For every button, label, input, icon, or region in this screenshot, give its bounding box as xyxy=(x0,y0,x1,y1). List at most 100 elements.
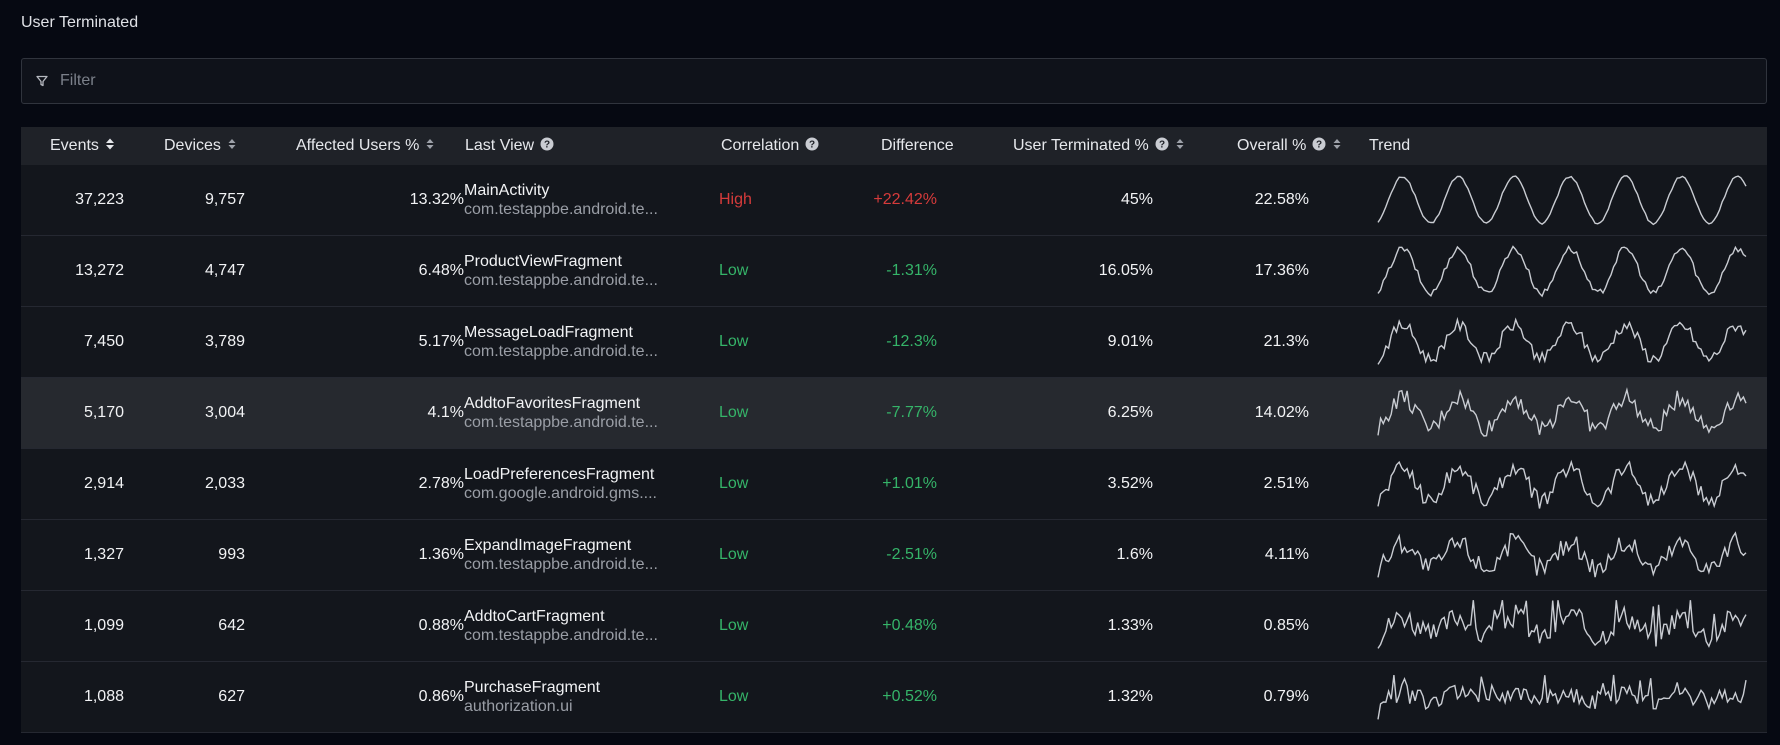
correlation-value: Low xyxy=(719,333,749,350)
header-events[interactable]: Events xyxy=(50,127,115,165)
difference-value: -7.77% xyxy=(886,404,937,421)
table-row[interactable]: 5,170 3,004 4.1% AddtoFavoritesFragment … xyxy=(21,378,1767,449)
header-trend-label: Trend xyxy=(1369,137,1411,154)
trend-line xyxy=(1377,531,1747,578)
help-icon[interactable]: ? xyxy=(805,137,819,156)
header-overall-label: Overall % xyxy=(1237,137,1307,154)
overall-value: 22.58% xyxy=(1254,191,1309,208)
svg-text:?: ? xyxy=(809,139,815,150)
correlation-value: Low xyxy=(719,475,749,492)
user-terminated-value: 6.25% xyxy=(1107,404,1153,421)
view-package: com.testappbe.android.te... xyxy=(464,414,658,431)
help-icon[interactable]: ? xyxy=(540,137,554,156)
header-affected-label: Affected Users % xyxy=(296,137,420,154)
table-row[interactable]: 1,088 627 0.86% PurchaseFragment authori… xyxy=(21,662,1767,733)
view-package: com.testappbe.android.te... xyxy=(464,201,658,218)
last-view-cell[interactable]: MainActivity com.testappbe.android.te... xyxy=(464,165,694,235)
affected-users-value: 0.88% xyxy=(418,617,464,634)
events-value: 1,099 xyxy=(83,617,124,634)
header-affected-users[interactable]: Affected Users % xyxy=(296,127,435,165)
view-package: com.testappbe.android.te... xyxy=(464,627,658,644)
svg-text:?: ? xyxy=(1159,139,1165,150)
difference-value: +0.48% xyxy=(882,617,937,634)
user-terminated-value: 9.01% xyxy=(1107,333,1153,350)
affected-users-value: 5.17% xyxy=(418,333,464,350)
table-row[interactable]: 1,099 642 0.88% AddtoCartFragment com.te… xyxy=(21,591,1767,662)
trend-sparkline xyxy=(1375,378,1755,448)
header-last-view-label: Last View xyxy=(465,137,535,154)
view-name: MainActivity xyxy=(464,182,550,199)
trend-line xyxy=(1377,244,1747,298)
header-user-terminated[interactable]: User Terminated % ? xyxy=(1013,127,1185,165)
devices-value: 642 xyxy=(218,617,245,634)
last-view-cell[interactable]: LoadPreferencesFragment com.google.andro… xyxy=(464,449,694,519)
overall-value: 4.11% xyxy=(1264,546,1309,563)
affected-users-value: 4.1% xyxy=(427,404,464,421)
overall-value: 17.36% xyxy=(1254,262,1309,279)
last-view-cell[interactable]: PurchaseFragment authorization.ui xyxy=(464,662,694,732)
devices-value: 3,789 xyxy=(204,333,245,350)
table-row[interactable]: 7,450 3,789 5.17% MessageLoadFragment co… xyxy=(21,307,1767,378)
view-name: PurchaseFragment xyxy=(464,679,601,696)
correlation-value: Low xyxy=(719,546,749,563)
header-overall[interactable]: Overall % ? xyxy=(1237,127,1342,165)
view-name: MessageLoadFragment xyxy=(464,324,633,341)
sort-icon[interactable] xyxy=(1332,137,1342,156)
trend-line xyxy=(1377,316,1747,365)
affected-users-value: 13.32% xyxy=(409,191,464,208)
view-package: authorization.ui xyxy=(464,698,573,715)
header-events-label: Events xyxy=(50,137,99,154)
correlation-value: High xyxy=(719,191,752,208)
difference-value: -1.31% xyxy=(886,262,937,279)
difference-value: +22.42% xyxy=(873,191,937,208)
events-table: Events Devices Affected Users % Last Vie… xyxy=(21,127,1767,733)
trend-sparkline xyxy=(1375,520,1755,590)
table-row[interactable]: 2,914 2,033 2.78% LoadPreferencesFragmen… xyxy=(21,449,1767,520)
view-name: LoadPreferencesFragment xyxy=(464,466,655,483)
view-package: com.testappbe.android.te... xyxy=(464,343,658,360)
correlation-value: Low xyxy=(719,617,749,634)
view-package: com.google.android.gms.... xyxy=(464,485,657,502)
overall-value: 21.3% xyxy=(1263,333,1309,350)
affected-users-value: 6.48% xyxy=(418,262,464,279)
devices-value: 4,747 xyxy=(204,262,245,279)
trend-sparkline xyxy=(1375,307,1755,377)
header-trend: Trend xyxy=(1369,127,1410,165)
last-view-cell[interactable]: MessageLoadFragment com.testappbe.androi… xyxy=(464,307,694,377)
help-icon[interactable]: ? xyxy=(1312,137,1326,156)
last-view-cell[interactable]: ProductViewFragment com.testappbe.androi… xyxy=(464,236,694,306)
overall-value: 14.02% xyxy=(1254,404,1309,421)
filter-field[interactable] xyxy=(21,58,1767,104)
events-value: 5,170 xyxy=(83,404,124,421)
table-header: Events Devices Affected Users % Last Vie… xyxy=(21,127,1767,165)
last-view-cell[interactable]: ExpandImageFragment com.testappbe.androi… xyxy=(464,520,694,590)
help-icon[interactable]: ? xyxy=(1155,137,1169,156)
header-correlation-label: Correlation xyxy=(721,137,800,154)
view-name: ExpandImageFragment xyxy=(464,537,632,554)
filter-input[interactable] xyxy=(58,60,1766,102)
view-package: com.testappbe.android.te... xyxy=(464,556,658,573)
events-value: 13,272 xyxy=(75,262,124,279)
sort-icon[interactable] xyxy=(227,137,237,156)
overall-value: 0.79% xyxy=(1263,688,1309,705)
trend-line xyxy=(1377,387,1747,437)
last-view-cell[interactable]: AddtoCartFragment com.testappbe.android.… xyxy=(464,591,694,661)
user-terminated-value: 1.6% xyxy=(1116,546,1153,563)
table-row[interactable]: 1,327 993 1.36% ExpandImageFragment com.… xyxy=(21,520,1767,591)
affected-users-value: 1.36% xyxy=(418,546,464,563)
overall-value: 2.51% xyxy=(1263,475,1309,492)
table-row[interactable]: 13,272 4,747 6.48% ProductViewFragment c… xyxy=(21,236,1767,307)
header-devices-label: Devices xyxy=(164,137,221,154)
trend-sparkline xyxy=(1375,165,1755,235)
trend-line xyxy=(1377,459,1747,509)
table-row[interactable]: 37,223 9,757 13.32% MainActivity com.tes… xyxy=(21,165,1767,236)
header-devices[interactable]: Devices xyxy=(164,127,237,165)
sort-icon[interactable] xyxy=(1175,137,1185,156)
sort-active-icon[interactable] xyxy=(105,137,115,156)
sort-icon[interactable] xyxy=(425,137,435,156)
devices-value: 627 xyxy=(218,688,245,705)
header-difference-label: Difference xyxy=(881,137,954,154)
events-value: 37,223 xyxy=(75,191,124,208)
last-view-cell[interactable]: AddtoFavoritesFragment com.testappbe.and… xyxy=(464,378,694,448)
events-value: 7,450 xyxy=(83,333,124,350)
